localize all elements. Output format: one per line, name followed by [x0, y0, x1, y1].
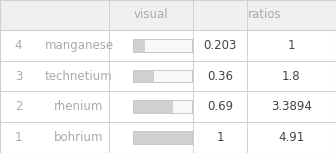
Text: 1: 1 [15, 131, 22, 144]
Bar [0, 0, 336, 30]
Text: technetium: technetium [45, 69, 113, 82]
Text: 4: 4 [15, 39, 22, 52]
Text: 0.69: 0.69 [207, 100, 233, 113]
Bar [133, 100, 192, 113]
Bar [133, 131, 192, 144]
Bar [133, 39, 192, 52]
Text: bohrium: bohrium [54, 131, 104, 144]
Text: 4.91: 4.91 [278, 131, 305, 144]
Bar [133, 131, 192, 144]
Text: 3: 3 [15, 69, 22, 82]
Bar [0, 91, 336, 122]
Bar [133, 70, 192, 82]
Text: manganese: manganese [44, 39, 114, 52]
Bar [133, 39, 192, 52]
Bar [133, 39, 145, 52]
Text: 2: 2 [15, 100, 22, 113]
Text: 3.3894: 3.3894 [271, 100, 312, 113]
Bar [0, 122, 336, 153]
Text: 0.36: 0.36 [207, 69, 233, 82]
Text: 1.8: 1.8 [282, 69, 301, 82]
Text: visual: visual [134, 8, 169, 21]
Bar [133, 70, 154, 82]
Text: 1: 1 [288, 39, 295, 52]
Text: ratios: ratios [248, 8, 282, 21]
Text: 0.203: 0.203 [203, 39, 237, 52]
Bar [133, 131, 192, 144]
Bar [133, 100, 173, 113]
Text: rhenium: rhenium [54, 100, 103, 113]
Bar [133, 70, 192, 82]
Bar [0, 30, 336, 61]
Text: 1: 1 [216, 131, 224, 144]
Bar [133, 100, 192, 113]
Bar [0, 61, 336, 91]
